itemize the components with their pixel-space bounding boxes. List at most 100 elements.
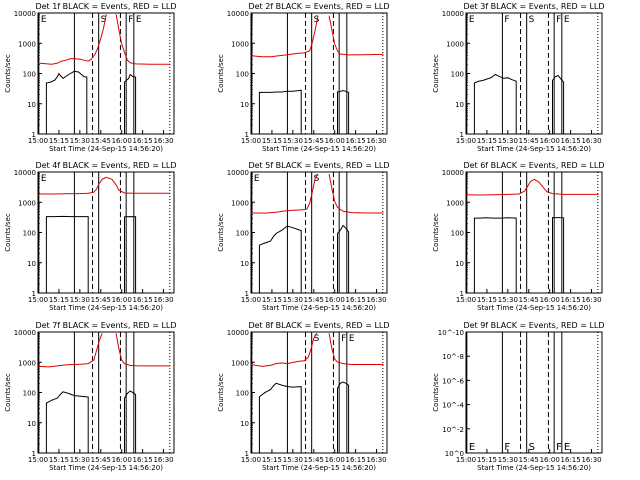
x-tick-label: 16:30 <box>153 137 173 145</box>
events-series-line <box>337 90 350 134</box>
y-tick-label: 10^-10 <box>438 329 464 337</box>
plot-frame <box>465 171 603 294</box>
x-tick-label: 15:45 <box>519 137 539 145</box>
y-tick-label: 10 <box>240 260 249 268</box>
x-axis-label: Start Time (24-Sep-15 14:56:20) <box>262 464 376 472</box>
time-marker-label: S <box>101 15 107 25</box>
y-tick-label: 1 <box>245 131 249 139</box>
y-tick-label: 100 <box>236 71 249 79</box>
x-tick-label: 16:30 <box>581 296 601 304</box>
x-tick-label: 15:00 <box>28 296 48 304</box>
x-tick-label: 16:15 <box>561 456 581 464</box>
x-tick-label: 15:30 <box>70 296 90 304</box>
detector-panel: Det 3f BLACK = Events, RED = LLD 1 10 100 10… <box>432 2 605 153</box>
x-tick-label: 15:00 <box>241 137 261 145</box>
y-tick-label: 10000 <box>14 169 36 177</box>
y-axis-label: Counts/sec <box>217 373 225 412</box>
time-marker-label: F <box>341 334 346 344</box>
time-marker-label: F <box>504 442 510 453</box>
y-tick-label: 1 <box>32 290 36 298</box>
x-tick-label: 16:00 <box>112 296 132 304</box>
time-marker-label: E <box>254 174 260 184</box>
detector-panel: Det 4f BLACK = Events, RED = LLD 1 10 100 10… <box>4 161 177 312</box>
time-marker-label: S <box>314 174 320 184</box>
time-marker-label: E <box>469 442 475 453</box>
x-tick-label: 16:15 <box>133 456 153 464</box>
plot-frame <box>465 331 603 454</box>
y-tick-label: 10000 <box>442 10 464 18</box>
x-tick-label: 15:30 <box>283 137 303 145</box>
plot-frame <box>37 331 175 454</box>
events-series-line <box>258 382 302 453</box>
x-tick-label: 15:00 <box>456 137 476 145</box>
x-axis-label: Start Time (24-Sep-15 14:56:20) <box>49 464 163 472</box>
x-tick-label: 15:45 <box>304 137 324 145</box>
detector-panel: Det 9f BLACK = Events, RED = LLD 10^0 10^-… <box>432 321 605 472</box>
time-marker-label: S <box>529 15 535 25</box>
x-tick-label: 15:30 <box>283 456 303 464</box>
events-series-line <box>258 89 302 134</box>
panel-title: Det 8f BLACK = Events, RED = LLD <box>248 321 389 330</box>
y-axis-label: Counts/sec <box>432 54 440 93</box>
x-tick-label: 16:00 <box>540 456 560 464</box>
lld-series-line <box>250 15 319 58</box>
x-tick-label: 16:15 <box>561 137 581 145</box>
time-marker-label: E <box>136 15 142 25</box>
time-marker-label: F <box>504 15 509 25</box>
y-tick-label: 100 <box>236 390 249 398</box>
x-tick-label: 15:45 <box>91 137 111 145</box>
y-tick-label: 100 <box>23 390 36 398</box>
x-tick-label: 16:00 <box>112 137 132 145</box>
x-tick-label: 15:30 <box>498 137 518 145</box>
y-tick-label: 1 <box>245 290 249 298</box>
time-marker-label: E <box>469 15 475 25</box>
events-series-line <box>45 391 89 453</box>
events-series-line <box>552 74 565 134</box>
y-tick-label: 10 <box>240 101 249 109</box>
lld-series-line <box>115 333 171 367</box>
y-tick-label: 10 <box>455 260 464 268</box>
x-tick-label: 15:15 <box>49 296 69 304</box>
events-series-line <box>337 224 350 293</box>
detector-panel: Det 2f BLACK = Events, RED = LLD 1 10 100 10… <box>217 2 390 153</box>
y-tick-label: 100 <box>23 71 36 79</box>
y-tick-label: 1 <box>32 131 36 139</box>
panel-title: Det 4f BLACK = Events, RED = LLD <box>35 161 176 170</box>
y-tick-label: 10000 <box>14 329 36 337</box>
y-tick-label: 1000 <box>446 199 464 207</box>
x-tick-label: 16:15 <box>133 296 153 304</box>
plot-frame <box>250 331 388 454</box>
events-series-line <box>124 73 137 134</box>
x-tick-label: 16:30 <box>366 296 386 304</box>
x-tick-label: 15:30 <box>498 456 518 464</box>
y-tick-label: 10000 <box>227 169 249 177</box>
x-tick-label: 16:00 <box>325 296 345 304</box>
lld-series-line <box>37 333 103 368</box>
y-axis-label: Counts/sec <box>432 373 440 412</box>
events-series-line <box>337 381 350 453</box>
time-marker-label: F <box>556 442 562 453</box>
x-axis-label: Start Time (24-Sep-15 14:56:20) <box>49 304 163 312</box>
x-axis-label: Start Time (24-Sep-15 14:56:20) <box>477 304 591 312</box>
x-tick-label: 15:30 <box>498 296 518 304</box>
y-axis-label: Counts/sec <box>217 213 225 252</box>
detector-panel: Det 5f BLACK = Events, RED = LLD 1 10 100 10… <box>217 161 390 312</box>
x-tick-label: 16:30 <box>581 456 601 464</box>
events-series-line <box>45 215 89 293</box>
x-tick-label: 15:30 <box>70 456 90 464</box>
x-tick-label: 16:00 <box>540 296 560 304</box>
x-tick-label: 15:15 <box>477 456 497 464</box>
y-axis-label: Counts/sec <box>4 213 12 252</box>
y-tick-label: 1000 <box>18 199 36 207</box>
x-tick-label: 15:00 <box>241 456 261 464</box>
y-tick-label: 10 <box>27 260 36 268</box>
x-tick-label: 15:30 <box>70 137 90 145</box>
y-tick-label: 1000 <box>18 40 36 48</box>
events-series-line <box>473 73 517 134</box>
y-tick-label: 10^0 <box>445 450 464 458</box>
y-tick-label: 1000 <box>18 359 36 367</box>
lld-series-line <box>250 333 318 367</box>
detector-panel: Det 7f BLACK = Events, RED = LLD 1 10 100 10… <box>4 321 177 472</box>
x-tick-label: 15:45 <box>519 456 539 464</box>
